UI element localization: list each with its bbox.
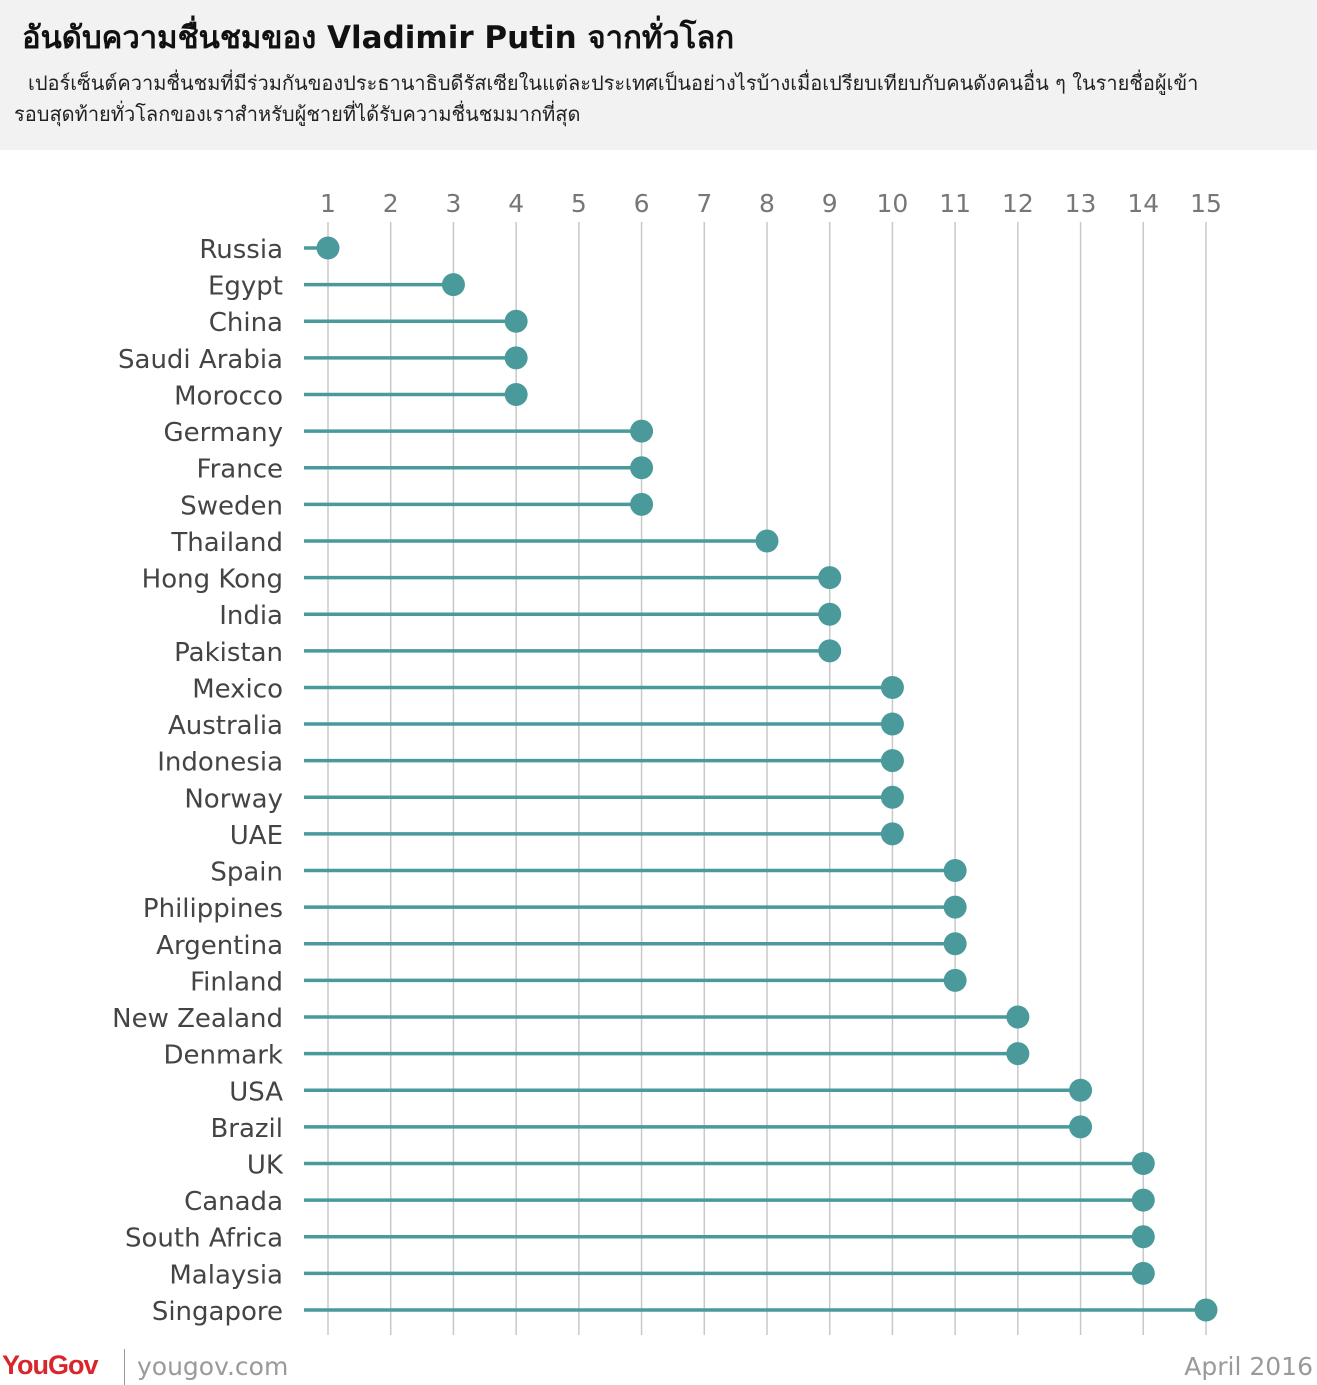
country-labels: Russia Egypt China Saudi Arabia Morocco Germa…: [112, 235, 284, 1327]
country-label: Denmark: [163, 1041, 283, 1071]
dot-spain[interactable]: [943, 859, 967, 883]
chart-footer: YouGov yougov.com April 2016: [0, 1345, 1317, 1385]
country-label: UK: [247, 1151, 284, 1181]
lollipop-dots: [316, 236, 1218, 1322]
x-tick-label: 9: [822, 189, 838, 218]
dot-thailand[interactable]: [755, 529, 779, 553]
x-tick-label: 15: [1190, 189, 1222, 218]
publish-date: April 2016: [1184, 1352, 1313, 1381]
dot-germany[interactable]: [630, 419, 654, 443]
dot-usa[interactable]: [1069, 1078, 1093, 1102]
grid-lines: [327, 222, 1207, 1335]
country-label: Egypt: [208, 272, 283, 302]
dot-france[interactable]: [630, 456, 654, 480]
dot-mexico[interactable]: [880, 675, 904, 699]
dot-uk[interactable]: [1131, 1152, 1155, 1175]
x-tick-label: 5: [571, 189, 587, 218]
country-label: Spain: [210, 858, 283, 888]
dot-egypt[interactable]: [441, 273, 465, 297]
dot-norway[interactable]: [880, 785, 904, 809]
country-label: Indonesia: [157, 748, 283, 778]
lollipop-stems: [304, 246, 1206, 1312]
x-tick-label: 12: [1002, 189, 1034, 218]
country-label: Saudi Arabia: [118, 345, 283, 375]
dot-pakistan[interactable]: [818, 639, 842, 663]
lollipop-chart: 1 2 3 4 5 6 7 8 9 10 11 12 13 14 15 RussiaEgyptChinaSa…: [112, 189, 1222, 1335]
dot-denmark[interactable]: [1006, 1042, 1030, 1066]
dot-sweden[interactable]: [630, 492, 654, 516]
logo-divider: [124, 1349, 125, 1385]
x-tick-label: 7: [696, 189, 712, 218]
country-label: France: [197, 455, 283, 485]
dot-south-africa[interactable]: [1131, 1225, 1155, 1249]
country-label: Morocco: [174, 381, 283, 411]
country-label: Sweden: [180, 491, 283, 521]
x-tick-label: 6: [634, 189, 650, 218]
x-tick-label: 8: [759, 189, 775, 218]
dot-hong-kong[interactable]: [818, 566, 842, 590]
country-label: Philippines: [143, 894, 283, 924]
x-tick-label: 11: [939, 189, 971, 218]
x-tick-label: 10: [877, 189, 909, 218]
dot-argentina[interactable]: [943, 932, 967, 956]
dot-uae[interactable]: [880, 822, 904, 846]
x-tick-label: 3: [445, 189, 461, 218]
x-tick-label: 13: [1065, 189, 1097, 218]
country-label: USA: [229, 1077, 283, 1107]
chart-subtitle: เปอร์เซ็นต์ความชื่นชมที่มีร่วมกันของประธ…: [14, 71, 1199, 126]
country-label: South Africa: [125, 1224, 283, 1254]
dot-india[interactable]: [818, 602, 842, 626]
dot-russia[interactable]: [316, 236, 340, 260]
country-label: Hong Kong: [142, 565, 283, 595]
country-label: Mexico: [192, 674, 283, 704]
dot-finland[interactable]: [943, 968, 967, 992]
dot-new-zealand[interactable]: [1006, 1005, 1030, 1029]
country-label: Finland: [190, 967, 283, 997]
chart-header: อันดับความชื่นชมของ Vladimir Putin จากทั…: [0, 0, 1317, 150]
country-label: UAE: [230, 821, 283, 851]
country-label: Singapore: [152, 1297, 283, 1327]
country-label: Brazil: [210, 1114, 283, 1144]
country-label: Canada: [184, 1187, 283, 1217]
x-axis-ticks: 1 2 3 4 5 6 7 8 9 10 11 12 13 14 15: [320, 189, 1222, 218]
dot-philippines[interactable]: [943, 895, 967, 919]
country-label: Thailand: [170, 528, 283, 558]
yougov-logo[interactable]: YouGov: [2, 1350, 99, 1380]
site-link[interactable]: yougov.com: [137, 1352, 289, 1381]
dot-malaysia[interactable]: [1131, 1261, 1155, 1285]
dot-australia[interactable]: [880, 712, 904, 736]
country-label: Russia: [199, 235, 283, 265]
country-label: New Zealand: [112, 1004, 283, 1034]
dot-china[interactable]: [504, 309, 528, 333]
x-tick-label: 14: [1127, 189, 1159, 218]
dot-canada[interactable]: [1131, 1188, 1155, 1212]
country-label: Norway: [184, 784, 283, 814]
chart-title: อันดับความชื่นชมของ Vladimir Putin จากทั…: [22, 20, 735, 56]
x-tick-label: 1: [320, 189, 336, 218]
country-label: India: [219, 601, 283, 631]
country-label: Australia: [168, 711, 283, 741]
x-tick-label: 4: [508, 189, 524, 218]
dot-morocco[interactable]: [504, 382, 528, 406]
country-label: Pakistan: [174, 638, 283, 668]
dot-saudi-arabia[interactable]: [504, 346, 528, 370]
country-label: Malaysia: [169, 1260, 283, 1290]
dot-brazil[interactable]: [1069, 1115, 1093, 1139]
country-label: China: [209, 308, 283, 338]
country-label: Argentina: [156, 931, 283, 961]
country-label: Germany: [163, 418, 283, 448]
x-tick-label: 2: [383, 189, 399, 218]
dot-singapore[interactable]: [1194, 1298, 1218, 1322]
dot-indonesia[interactable]: [880, 749, 904, 773]
